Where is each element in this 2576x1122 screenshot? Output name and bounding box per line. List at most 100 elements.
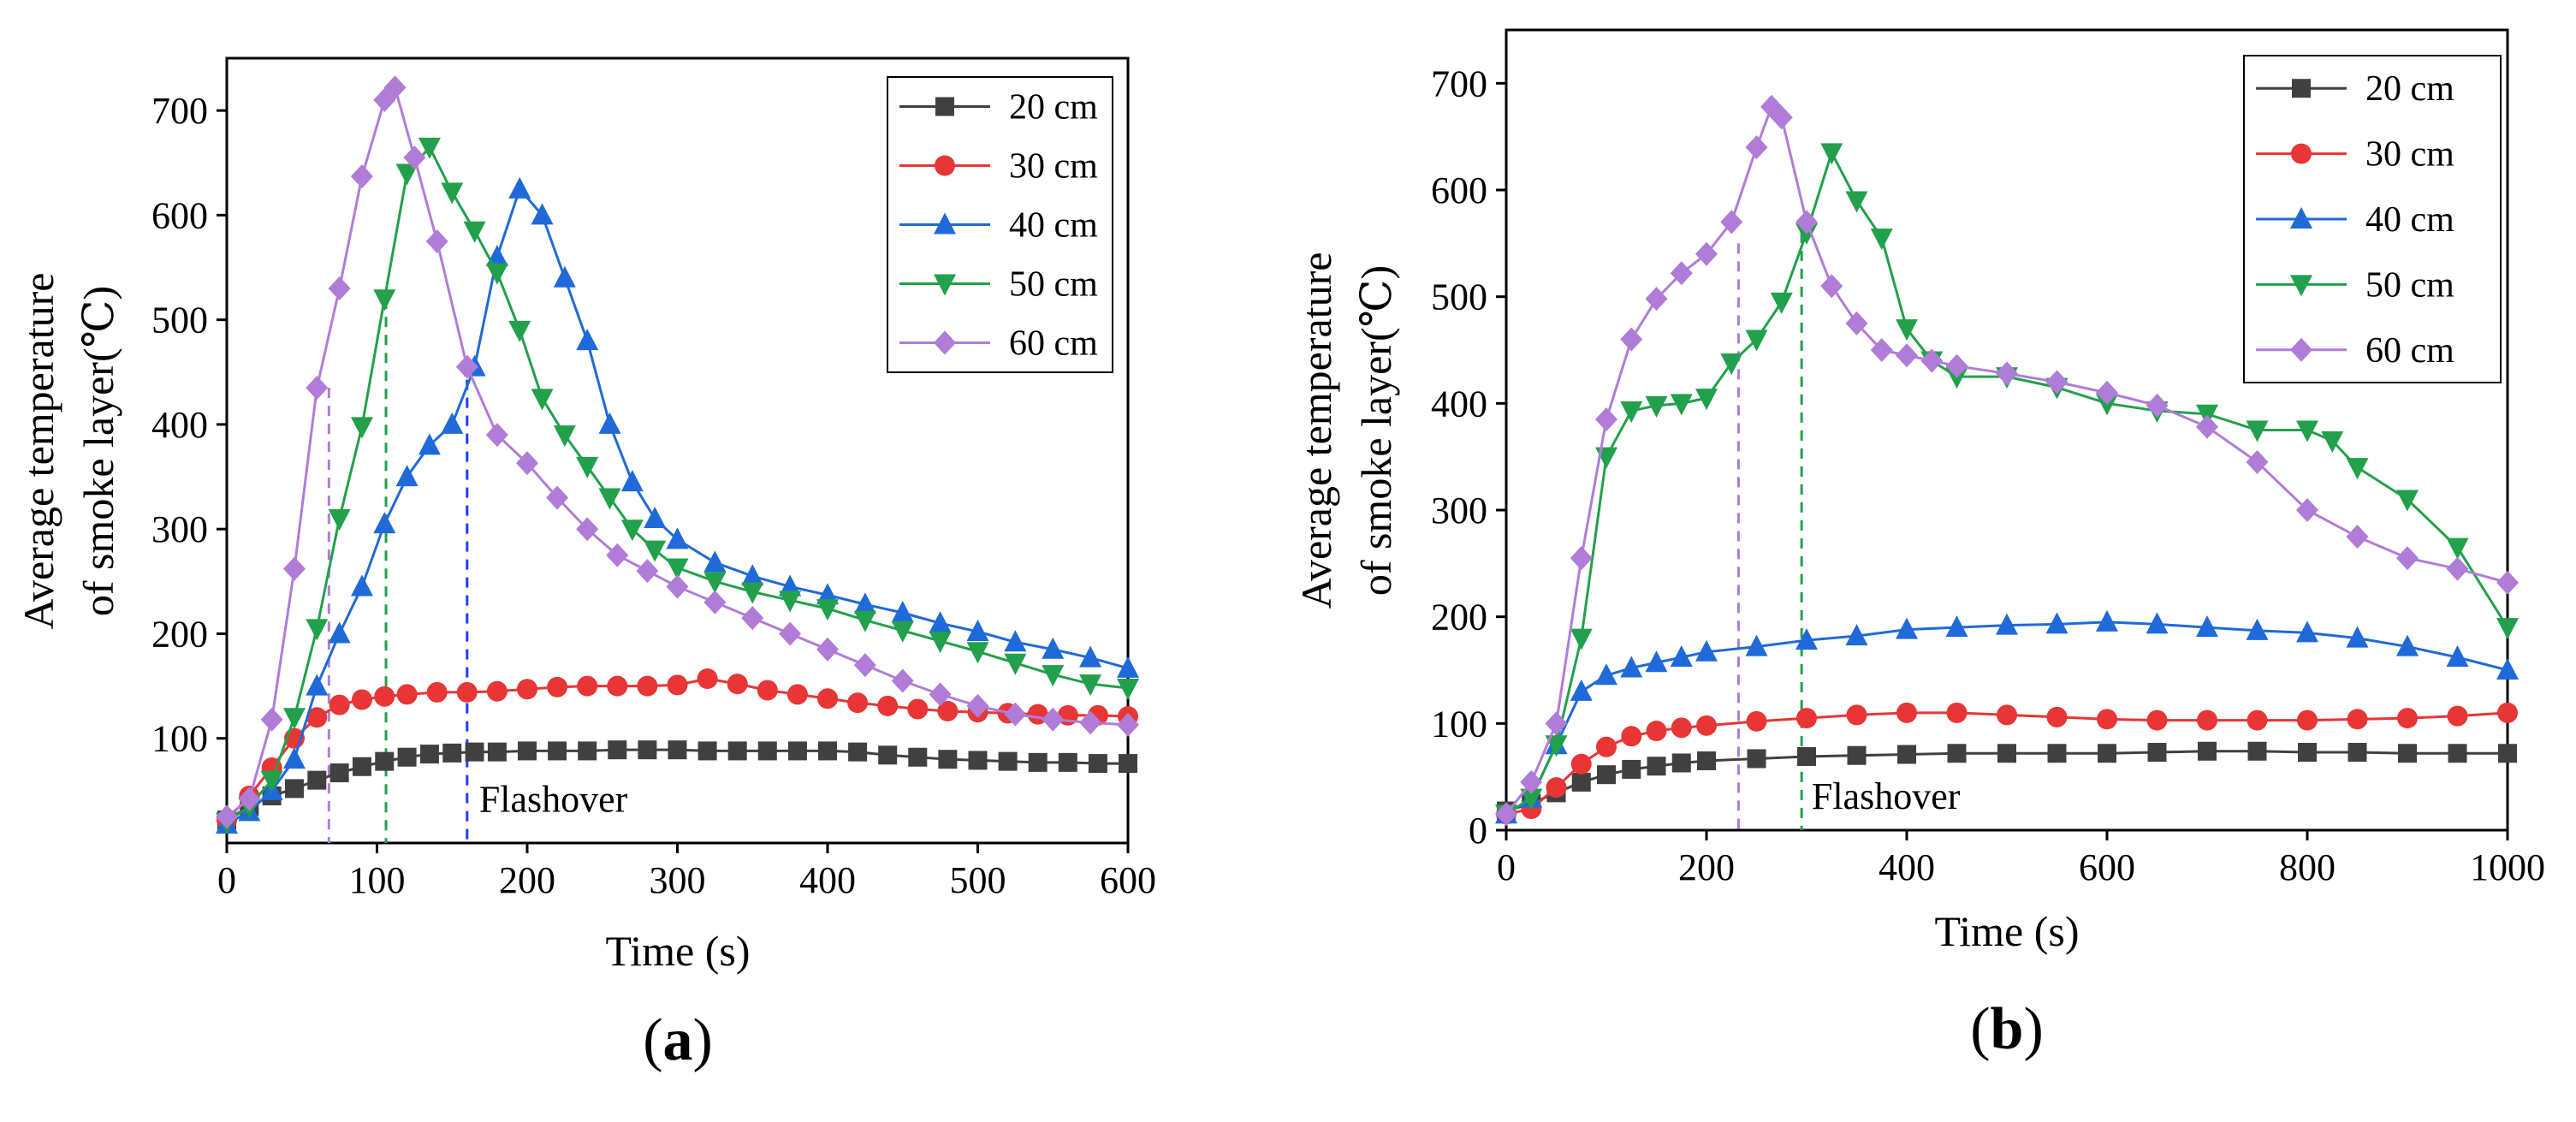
data-point — [607, 675, 628, 697]
data-point — [1945, 353, 1968, 378]
y-tick-label: 400 — [1431, 383, 1487, 424]
data-point — [929, 611, 952, 633]
data-point — [606, 543, 629, 567]
legend-marker — [934, 330, 956, 355]
data-point — [352, 757, 371, 776]
data-point — [1545, 735, 1568, 757]
data-point — [463, 221, 486, 243]
data-point — [1745, 135, 1768, 160]
data-point — [966, 642, 989, 664]
data-point — [403, 145, 426, 170]
legend-marker — [2290, 275, 2312, 297]
data-point — [1088, 754, 1107, 774]
data-point — [329, 694, 350, 715]
data-point — [1695, 241, 1718, 266]
data-point — [373, 289, 396, 312]
data-point — [2396, 490, 2419, 512]
data-point — [636, 559, 659, 584]
data-point — [2346, 525, 2369, 549]
data-point — [620, 470, 644, 492]
data-point — [1746, 710, 1767, 732]
data-point — [1695, 639, 1718, 662]
legend-label: 50 cm — [2365, 265, 2454, 305]
data-point — [1845, 191, 1868, 213]
data-point — [485, 263, 508, 285]
data-point — [578, 741, 597, 761]
data-point — [383, 75, 407, 100]
data-point — [1796, 708, 1817, 729]
data-point — [306, 619, 329, 641]
data-point — [891, 601, 914, 623]
data-point — [1671, 753, 1691, 773]
data-point — [2446, 556, 2469, 581]
legend: 20 cm 30 cm 40 cm 50 cm 60 cm — [887, 76, 1113, 373]
data-point — [374, 686, 395, 707]
data-point — [2396, 634, 2419, 656]
legend-label: 60 cm — [2365, 331, 2454, 371]
y-axis-title-line2: of smoke layer(℃) — [1352, 265, 1400, 596]
y-tick-label: 700 — [1431, 62, 1487, 104]
data-point — [938, 750, 958, 769]
legend-marker — [934, 212, 956, 234]
series-50cm — [216, 137, 1139, 834]
data-point — [2298, 742, 2317, 762]
data-point — [282, 747, 306, 769]
data-point — [396, 684, 418, 705]
data-point — [508, 176, 531, 199]
series-line — [226, 748, 1128, 822]
legend-label: 50 cm — [1009, 265, 1098, 305]
y-tick-label: 600 — [1431, 169, 1487, 211]
data-point — [757, 680, 778, 701]
data-point — [441, 412, 464, 434]
data-point — [1847, 745, 1867, 765]
data-point — [2347, 742, 2367, 762]
data-point — [1795, 628, 1818, 650]
data-point — [666, 558, 689, 580]
flashover-annotation: Flashover — [1812, 775, 1961, 817]
data-point — [644, 540, 667, 562]
data-point — [817, 688, 838, 709]
data-point — [306, 674, 329, 696]
y-axis-title-line1: Average temperature — [1292, 252, 1340, 609]
data-point — [2498, 744, 2517, 763]
data-point — [1845, 624, 1868, 646]
y-tick-label: 700 — [151, 90, 208, 132]
data-point — [216, 804, 238, 829]
data-point — [1520, 788, 1543, 810]
data-point — [516, 451, 538, 476]
data-point — [426, 681, 448, 703]
panel-paren-close: ) — [693, 1007, 713, 1073]
data-point — [517, 679, 537, 700]
data-point — [667, 674, 688, 696]
data-point — [966, 620, 989, 642]
data-point — [2496, 570, 2519, 595]
data-point — [547, 676, 568, 698]
data-point — [2398, 744, 2417, 763]
y-tick-label: 400 — [151, 404, 208, 446]
data-point — [2096, 609, 2118, 632]
y-tick-label: 200 — [151, 613, 208, 655]
data-point — [418, 137, 441, 159]
data-point — [1058, 752, 1077, 772]
data-point — [548, 741, 567, 761]
data-point — [2447, 705, 2468, 727]
data-point — [786, 684, 808, 705]
legend-label: 40 cm — [2365, 200, 2454, 240]
data-point — [1896, 319, 1918, 341]
data-point — [2098, 744, 2116, 763]
data-point — [487, 742, 507, 762]
legend-label: 20 cm — [2365, 69, 2454, 109]
data-point — [1671, 717, 1692, 739]
data-point — [2045, 612, 2069, 634]
data-point — [1670, 261, 1693, 286]
data-point — [727, 674, 748, 695]
legend-marker — [935, 155, 955, 176]
data-point — [2246, 618, 2269, 640]
data-point — [1119, 754, 1137, 774]
data-point — [816, 583, 839, 605]
data-point — [2046, 706, 2068, 727]
data-point — [2297, 709, 2318, 731]
y-tick-label: 600 — [151, 194, 208, 236]
x-tick-label: 1000 — [2470, 846, 2545, 888]
data-point — [937, 700, 959, 721]
